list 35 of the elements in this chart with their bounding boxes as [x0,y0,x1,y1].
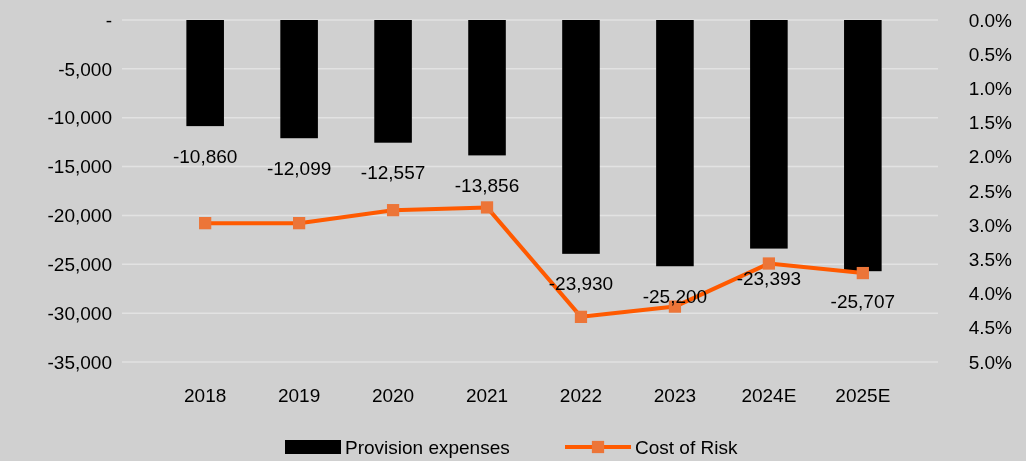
x-tick-label: 2022 [559,384,603,406]
y2-tick-label: 5.0% [968,351,1013,373]
y2-tick-label: 0.5% [968,43,1013,65]
x-tick-label: 2023 [653,384,697,406]
y-tick-label: -15,000 [47,156,112,178]
y2-tick-label: 2.0% [968,146,1013,168]
legend-label: Provision expenses [345,436,510,458]
data-label: -12,099 [266,157,332,179]
data-label: -13,856 [454,175,520,197]
y2-tick-label: 3.5% [968,249,1013,271]
data-label: -23,393 [736,268,802,290]
y-tick-label: -20,000 [47,205,112,227]
y2-tick-label: 1.0% [968,78,1013,100]
y2-tick-label: 2.5% [968,180,1013,202]
y-tick-label: -30,000 [47,302,112,324]
x-tick-label: 2019 [277,384,321,406]
y-tick-label: -10,000 [47,107,112,129]
x-tick-label: 2018 [184,384,227,406]
legend-label: Cost of Risk [635,436,738,458]
y-tick-label: -35,000 [47,351,112,373]
y2-tick-label: 0.0% [968,9,1013,31]
x-tick-label: 2020 [371,384,415,406]
data-label: -10,860 [172,145,238,167]
data-label: -25,707 [830,290,896,312]
y-tick-label: - [105,9,112,31]
data-label: -12,557 [360,162,426,184]
y-tick-label: -25,000 [47,253,112,275]
y2-tick-label: 4.5% [968,317,1013,339]
x-tick-label: 2021 [465,384,509,406]
x-tick-label: 2024E [741,384,797,406]
x-tick-label: 2025E [835,384,891,406]
y2-tick-label: 1.5% [968,112,1013,134]
y-tick-label: -5,000 [58,58,112,80]
y2-tick-label: 3.0% [968,214,1013,236]
y2-tick-label: 4.0% [968,283,1013,305]
